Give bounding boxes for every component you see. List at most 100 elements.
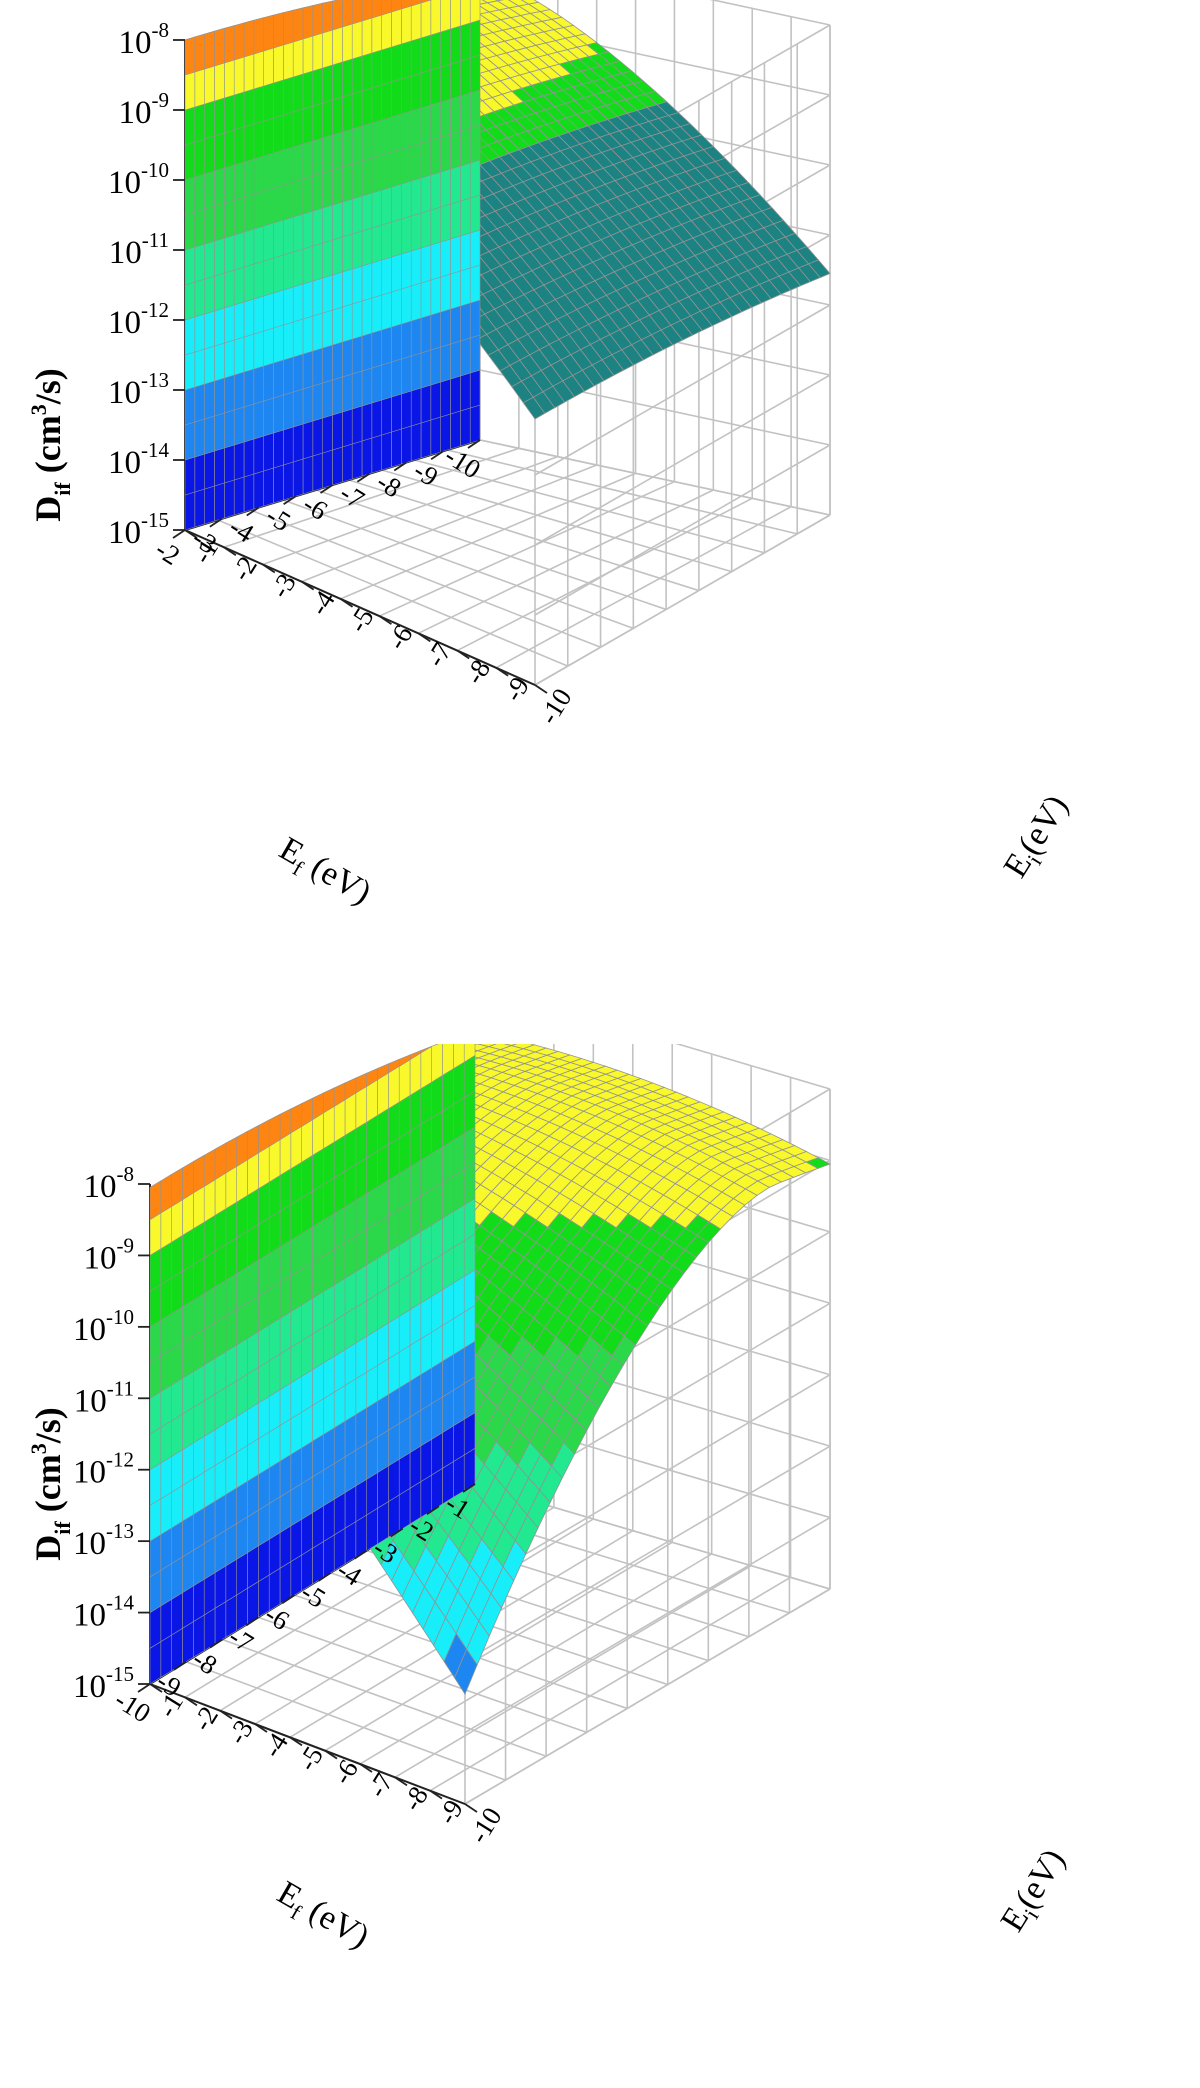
- surface-patch: [371, 329, 383, 369]
- surface-patch: [247, 1152, 259, 1196]
- surface-patch: [243, 158, 255, 198]
- surface-patch: [312, 172, 324, 212]
- surface-patch: [292, 248, 304, 288]
- surface-patch: [290, 1304, 303, 1348]
- surface-patch: [236, 1480, 248, 1525]
- surface-patch: [459, 92, 471, 132]
- surface-patch: [273, 114, 284, 154]
- surface-patch: [214, 202, 225, 242]
- grid-line: [324, 1541, 673, 1752]
- surface-patch: [409, 1338, 422, 1382]
- grid-line: [185, 1661, 506, 1781]
- surface-patch: [263, 432, 274, 472]
- surface-patch: [247, 1438, 259, 1482]
- surface-patch: [243, 298, 255, 338]
- surface-patch: [292, 7, 304, 43]
- surface-patch: [371, 259, 383, 299]
- surface-patch: [452, 1382, 465, 1427]
- z-tick-label: 10-8: [84, 1162, 135, 1205]
- surface-patch: [322, 1534, 335, 1578]
- surface-patch: [182, 1192, 194, 1236]
- surface-patch: [420, 104, 432, 144]
- surface-patch: [409, 1266, 422, 1311]
- surface-patch: [398, 1166, 411, 1210]
- surface-patch: [322, 29, 333, 69]
- surface-patch: [409, 1052, 422, 1096]
- surface-patch: [184, 176, 196, 216]
- x-tick: [173, 1661, 187, 1671]
- surface-patch: [333, 1242, 346, 1286]
- surface-patch: [149, 1569, 162, 1614]
- surface-patch: [450, 305, 461, 345]
- surface-patch: [387, 1101, 400, 1146]
- surface-patch: [322, 449, 333, 489]
- surface-patch: [292, 388, 304, 428]
- surface-patch: [381, 431, 392, 471]
- surface-patch: [400, 355, 412, 395]
- surface-patch: [452, 1132, 465, 1177]
- y-tick: [456, 649, 470, 660]
- surface-patch: [312, 1183, 324, 1228]
- surface-patch: [292, 178, 304, 218]
- y-tick-label: -5: [342, 603, 379, 638]
- surface-patch: [366, 1114, 378, 1159]
- surface-patch: [341, 58, 353, 98]
- surface-patch: [463, 1054, 476, 1099]
- surface-patch: [193, 1221, 205, 1266]
- surface-patch: [203, 1179, 216, 1223]
- surface-patch: [332, 376, 343, 416]
- surface-patch: [233, 196, 245, 236]
- surface-patch: [333, 1313, 346, 1357]
- grid-line: [447, 449, 798, 535]
- surface-patch: [236, 1302, 248, 1346]
- surface: [149, 1044, 831, 1695]
- surface-patch: [233, 301, 245, 341]
- x-tick-label: -10: [110, 1684, 156, 1729]
- grid-line: [495, 505, 792, 669]
- surface-patch: [333, 1277, 346, 1322]
- surface-patch: [409, 1373, 422, 1418]
- surface-patch: [292, 213, 304, 253]
- surface-patch: [351, 0, 363, 25]
- surface-patch: [332, 26, 343, 66]
- surface-patch: [387, 1244, 400, 1288]
- x-tick: [137, 1683, 151, 1693]
- surface-patch: [351, 300, 363, 340]
- surface-patch: [430, 101, 442, 141]
- surface-patch: [391, 183, 402, 223]
- z-tick-label: 10-15: [108, 508, 169, 551]
- surface-patch: [469, 369, 481, 409]
- surface-patch: [361, 332, 373, 372]
- surface-patch: [224, 269, 235, 309]
- surface-patch: [263, 82, 274, 122]
- surface-patch: [312, 347, 324, 387]
- surface-patch: [322, 1141, 335, 1186]
- surface-patch: [273, 254, 284, 294]
- surface-patch: [273, 394, 284, 434]
- surface-patch: [459, 0, 471, 27]
- surface-patch: [366, 1400, 378, 1445]
- surface-patch: [459, 232, 471, 272]
- surface-patch: [420, 1081, 433, 1126]
- surface-patch: [344, 1306, 357, 1351]
- surface-patch: [469, 229, 481, 269]
- grid-line: [381, 469, 732, 573]
- surface-patch: [333, 1420, 346, 1465]
- surface-patch: [214, 447, 225, 487]
- surface-patch: [341, 23, 353, 63]
- surface-patch: [273, 429, 284, 469]
- surface-patch: [193, 1471, 205, 1516]
- surface-patch: [257, 1288, 270, 1333]
- y-tick: [219, 1709, 233, 1720]
- surface-patch: [400, 40, 412, 80]
- surface-patch: [333, 1206, 346, 1250]
- surface-patch: [224, 94, 235, 134]
- surface-patch: [459, 407, 471, 447]
- surface-patch: [268, 1174, 281, 1219]
- surface-patch: [469, 299, 481, 339]
- surface-patch: [398, 1130, 411, 1175]
- surface-patch: [194, 418, 205, 458]
- surface-patch: [292, 38, 304, 78]
- surface-patch: [366, 1079, 378, 1123]
- surface-patch: [450, 375, 461, 415]
